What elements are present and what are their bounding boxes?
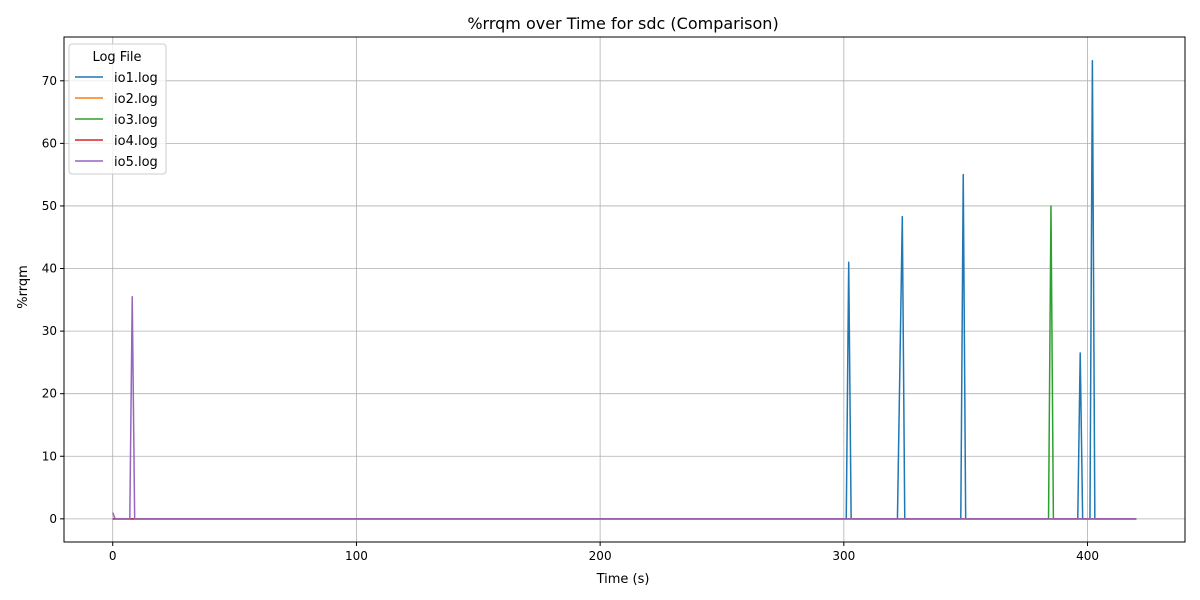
x-axis-label: Time (s) xyxy=(596,572,650,587)
legend-label: io5.log xyxy=(114,155,158,170)
legend-title: Log File xyxy=(92,50,141,65)
grid xyxy=(64,37,1185,542)
y-tick-label: 30 xyxy=(42,324,57,338)
y-tick-label: 70 xyxy=(42,74,57,88)
y-tick-label: 40 xyxy=(42,262,57,276)
x-tick-label: 200 xyxy=(589,549,612,563)
y-tick-label: 10 xyxy=(42,449,57,463)
legend-label: io4.log xyxy=(114,134,158,149)
legend-label: io3.log xyxy=(114,113,158,128)
legend-label: io1.log xyxy=(114,71,158,86)
y-tick-label: 20 xyxy=(42,387,57,401)
x-tick-label: 300 xyxy=(832,549,855,563)
legend: Log File io1.log io2.log io3.log io4.log io5… xyxy=(68,43,167,175)
x-tick-label: 400 xyxy=(1076,549,1099,563)
x-axis-ticks: 0 100 200 300 400 xyxy=(109,542,1099,563)
chart-title: %rrqm over Time for sdc (Comparison) xyxy=(467,14,778,33)
x-tick-label: 0 xyxy=(109,549,117,563)
legend-items: io1.log io2.log io3.log io4.log io5.log xyxy=(75,71,158,170)
y-tick-label: 0 xyxy=(49,512,57,526)
series-line-5 xyxy=(112,295,1137,520)
series-lines xyxy=(112,60,1137,520)
legend-label: io2.log xyxy=(114,92,158,107)
y-tick-label: 60 xyxy=(42,136,57,150)
y-axis-ticks: 0 10 20 30 40 50 60 70 xyxy=(42,74,64,526)
x-tick-label: 100 xyxy=(345,549,368,563)
y-tick-label: 50 xyxy=(42,199,57,213)
y-axis-label: %rrqm xyxy=(16,265,31,309)
series-line-1 xyxy=(112,60,1137,520)
plot-frame xyxy=(63,36,1186,543)
